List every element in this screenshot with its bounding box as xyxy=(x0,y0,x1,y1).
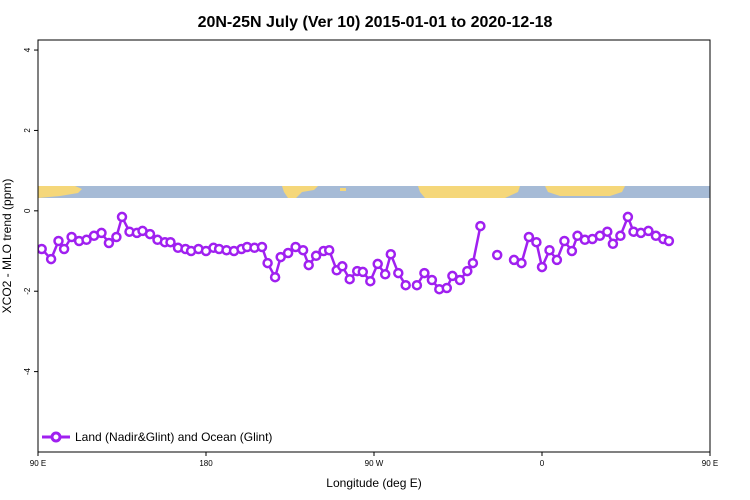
data-point xyxy=(467,257,479,269)
map-land-india xyxy=(545,186,625,196)
data-point xyxy=(393,267,404,279)
world-map-strip xyxy=(38,186,710,198)
data-point xyxy=(454,274,466,286)
data-point xyxy=(462,265,473,277)
data-point xyxy=(419,267,430,279)
data-point xyxy=(441,282,453,294)
data-point xyxy=(337,261,348,272)
data-point xyxy=(96,227,107,239)
data-point xyxy=(323,244,335,256)
data-point xyxy=(491,249,503,261)
data-point xyxy=(411,279,423,291)
x-axis-label: Longitude (deg E) xyxy=(326,476,421,490)
y-tick-label: -4 xyxy=(23,368,32,376)
data-point xyxy=(400,279,411,291)
x-tick-label: 0 xyxy=(540,459,545,468)
data-point xyxy=(475,220,486,232)
data-point xyxy=(643,225,654,237)
map-land-small-island xyxy=(340,188,346,191)
data-point xyxy=(111,231,122,243)
data-point xyxy=(269,271,281,283)
data-point xyxy=(447,270,458,282)
data-point xyxy=(303,259,314,271)
data-point xyxy=(297,244,309,256)
series-layer xyxy=(38,211,675,295)
x-tick-label: 90 W xyxy=(365,459,384,468)
data-point xyxy=(45,253,57,265)
data-point xyxy=(607,238,619,250)
y-axis-label: XCO2 - MLO trend (ppm) xyxy=(0,179,14,314)
map-land-asia xyxy=(38,186,82,198)
data-point xyxy=(544,244,555,256)
data-point xyxy=(256,241,268,253)
legend: Land (Nadir&Glint) and Ocean (Glint) xyxy=(42,430,272,444)
y-tick-label: 4 xyxy=(23,47,32,52)
data-point xyxy=(58,243,70,255)
y-tick-label: -2 xyxy=(23,287,32,295)
x-tick-label: 90 E xyxy=(30,459,46,468)
data-point xyxy=(622,211,634,223)
legend-marker xyxy=(50,431,62,443)
data-point xyxy=(357,266,369,278)
data-point xyxy=(275,251,286,263)
data-point xyxy=(531,236,542,248)
map-land-north-america xyxy=(282,186,318,198)
data-point xyxy=(536,261,548,273)
data-point xyxy=(663,235,675,247)
data-point xyxy=(53,235,64,247)
data-point xyxy=(523,231,535,243)
data-point xyxy=(516,257,527,269)
map-ocean xyxy=(38,186,710,198)
data-point xyxy=(566,245,578,257)
x-axis: 90 E 180 90 W 0 90 E xyxy=(30,452,718,468)
data-point xyxy=(103,237,115,249)
y-tick-label: 2 xyxy=(23,128,32,133)
data-point xyxy=(615,230,626,242)
data-point xyxy=(144,228,156,240)
data-point xyxy=(602,226,613,237)
data-point xyxy=(310,250,322,262)
x-tick-label: 90 E xyxy=(702,459,718,468)
data-point xyxy=(262,257,273,269)
data-point xyxy=(81,234,92,246)
data-point xyxy=(559,235,570,247)
series-line-segment-1 xyxy=(415,225,482,291)
data-point xyxy=(551,254,563,266)
data-point xyxy=(282,247,294,259)
data-point xyxy=(385,248,397,260)
chart-title: 20N-25N July (Ver 10) 2015-01-01 to 2020… xyxy=(198,14,553,31)
data-point xyxy=(372,258,383,270)
data-point xyxy=(66,231,77,243)
x-tick-label: 180 xyxy=(199,459,213,468)
data-point xyxy=(344,273,355,285)
map-land-africa xyxy=(418,186,520,198)
y-tick-label: 0 xyxy=(23,208,32,213)
data-point xyxy=(379,269,391,280)
legend-entry: Land (Nadir&Glint) and Ocean (Glint) xyxy=(75,430,272,444)
data-point xyxy=(365,275,376,287)
y-axis: 4 2 0 -2 -4 xyxy=(23,47,38,375)
data-point xyxy=(116,211,128,223)
data-point xyxy=(165,236,176,248)
data-point xyxy=(38,243,47,255)
data-point xyxy=(594,230,606,242)
data-point xyxy=(426,274,438,286)
